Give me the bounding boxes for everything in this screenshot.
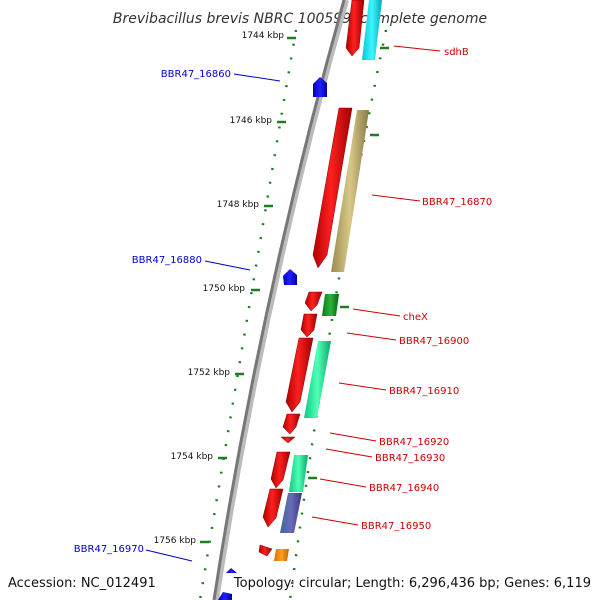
- tick-label: 1756 kbp: [154, 536, 197, 546]
- inner-ruler: [198, 29, 298, 600]
- label-BBR47-16910: BBR47_16910: [389, 386, 459, 397]
- bar-BBR47-16910: [304, 341, 331, 418]
- tick-label: 1744 kbp: [242, 31, 285, 41]
- label-BBR47-16880: BBR47_16880: [132, 255, 202, 266]
- topology-text: Topology: circular; Length: 6,296,436 bp…: [233, 576, 591, 591]
- accession-text: Accession: NC_012491: [8, 576, 156, 591]
- label-BBR47-16920: BBR47_16920: [379, 437, 449, 448]
- gene-sdhB: [345, 0, 365, 57]
- annotation-bars: [274, 0, 382, 561]
- label-BBR47-16870: BBR47_16870: [422, 197, 492, 208]
- label-BBR47-16950: BBR47_16950: [361, 521, 431, 532]
- tick-label: 1754 kbp: [171, 452, 214, 462]
- gene-blue-bottom: [218, 592, 232, 600]
- tick-label: 1752 kbp: [188, 368, 231, 378]
- forward-genes: [258, 0, 365, 557]
- reverse-genes: [218, 77, 327, 600]
- bar-BBR47-16950: [280, 493, 302, 533]
- gene-cheX: [304, 291, 323, 312]
- label-BBR47-16900: BBR47_16900: [399, 336, 469, 347]
- tick-label: 1748 kbp: [217, 200, 260, 210]
- gene-BBR47-16940: [270, 451, 291, 489]
- gene-BBR47-16870: [312, 107, 353, 269]
- label-cheX: cheX: [403, 312, 428, 323]
- gene-BBR47-16920: [282, 413, 301, 435]
- label-BBR47-16930: BBR47_16930: [375, 453, 445, 464]
- gene-red-small: [258, 544, 273, 557]
- gene-BBR47-16930: [280, 436, 296, 444]
- bar-BBR47-16940: [289, 455, 308, 492]
- label-sdhB: sdhB: [444, 47, 469, 58]
- label-BBR47-16860: BBR47_16860: [161, 69, 231, 80]
- gene-BBR47-16900: [300, 313, 318, 338]
- tick-label: 1746 kbp: [230, 116, 273, 126]
- bar-cheX: [322, 294, 339, 316]
- ruler-ticks: [200, 36, 389, 544]
- gene-BBR47-16950: [262, 488, 284, 528]
- bar-orange: [274, 549, 289, 561]
- map-title: Brevibacillus brevis NBRC 100599, comple…: [113, 11, 487, 27]
- gene-BBR47-16860: [313, 77, 327, 97]
- bar-sdhB: [362, 0, 382, 60]
- label-BBR47-16970: BBR47_16970: [74, 544, 144, 555]
- leader-lines: [145, 45, 441, 562]
- gene-labels: sdhB BBR47_16870 cheX BBR47_16900 BBR47_…: [74, 47, 492, 555]
- tick-label: 1750 kbp: [203, 284, 246, 294]
- gene-BBR47-16970: [226, 568, 237, 573]
- tick-labels: 1744 kbp 1746 kbp 1748 kbp 1750 kbp 1752…: [154, 31, 285, 546]
- bar-BBR47-16870: [331, 110, 369, 272]
- label-BBR47-16940: BBR47_16940: [369, 483, 439, 494]
- gene-BBR47-16910: [285, 337, 314, 413]
- gene-BBR47-16880: [283, 269, 297, 285]
